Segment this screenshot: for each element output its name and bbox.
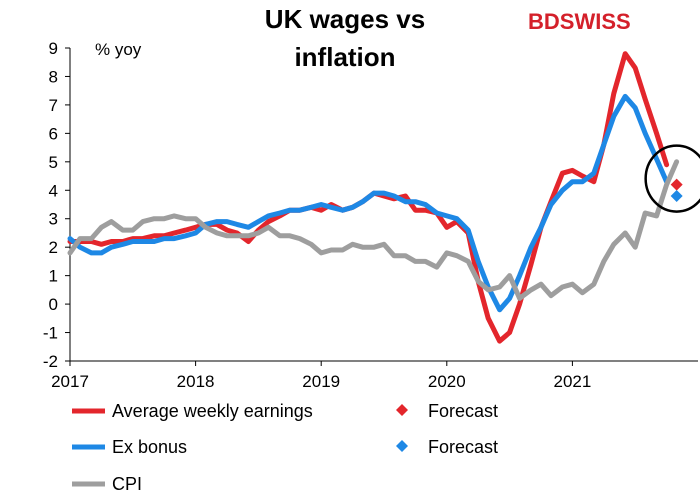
y-tick-label: 6 xyxy=(49,124,58,143)
y-tick-label: 3 xyxy=(49,210,58,229)
series-layer xyxy=(67,51,680,344)
chart-title-line-1: UK wages vs xyxy=(265,4,425,34)
legend-label-average-weekly-earnings: Average weekly earnings xyxy=(112,401,313,421)
x-tick-label: 2021 xyxy=(553,372,591,391)
y-ticks: -2 -1 0 1 2 3 4 5 6 7 8 9 xyxy=(43,39,70,371)
series-line-cpi xyxy=(67,159,680,301)
legend-label-forecast-earnings: Forecast xyxy=(428,401,498,421)
forecast-layer xyxy=(644,144,700,213)
y-tick-label: 4 xyxy=(49,181,58,200)
y-axis-label: % yoy xyxy=(95,40,142,59)
legend-label-forecast-ex-bonus: Forecast xyxy=(428,437,498,457)
y-tick-label: 2 xyxy=(49,238,58,257)
brand-logo: BDSWISS xyxy=(528,9,631,34)
y-tick-label: -2 xyxy=(43,352,58,371)
y-tick-label: 5 xyxy=(49,153,58,172)
x-ticks: 2017 2018 2019 2020 2021 xyxy=(51,361,591,391)
x-tick-label: 2017 xyxy=(51,372,89,391)
y-tick-label: 1 xyxy=(49,267,58,286)
y-tick-label: -1 xyxy=(43,324,58,343)
x-tick-label: 2018 xyxy=(177,372,215,391)
y-tick-label: 9 xyxy=(49,39,58,58)
legend-label-ex-bonus: Ex bonus xyxy=(112,437,187,457)
chart-title-line-2: inflation xyxy=(294,42,395,72)
forecast-marker xyxy=(670,178,683,191)
legend-label-cpi: CPI xyxy=(112,474,142,494)
x-tick-label: 2020 xyxy=(428,372,466,391)
y-tick-label: 0 xyxy=(49,295,58,314)
y-tick-label: 8 xyxy=(49,67,58,86)
legend-swatch-forecast-earnings xyxy=(396,404,408,416)
x-tick-label: 2019 xyxy=(302,372,340,391)
legend-swatch-forecast-ex-bonus xyxy=(396,440,408,452)
legend: Average weekly earnings Ex bonus CPI For… xyxy=(72,401,498,494)
highlight-circle xyxy=(644,144,700,213)
y-tick-label: 7 xyxy=(49,96,58,115)
forecast-marker xyxy=(670,189,683,202)
series-line-ex-bonus xyxy=(67,93,670,313)
